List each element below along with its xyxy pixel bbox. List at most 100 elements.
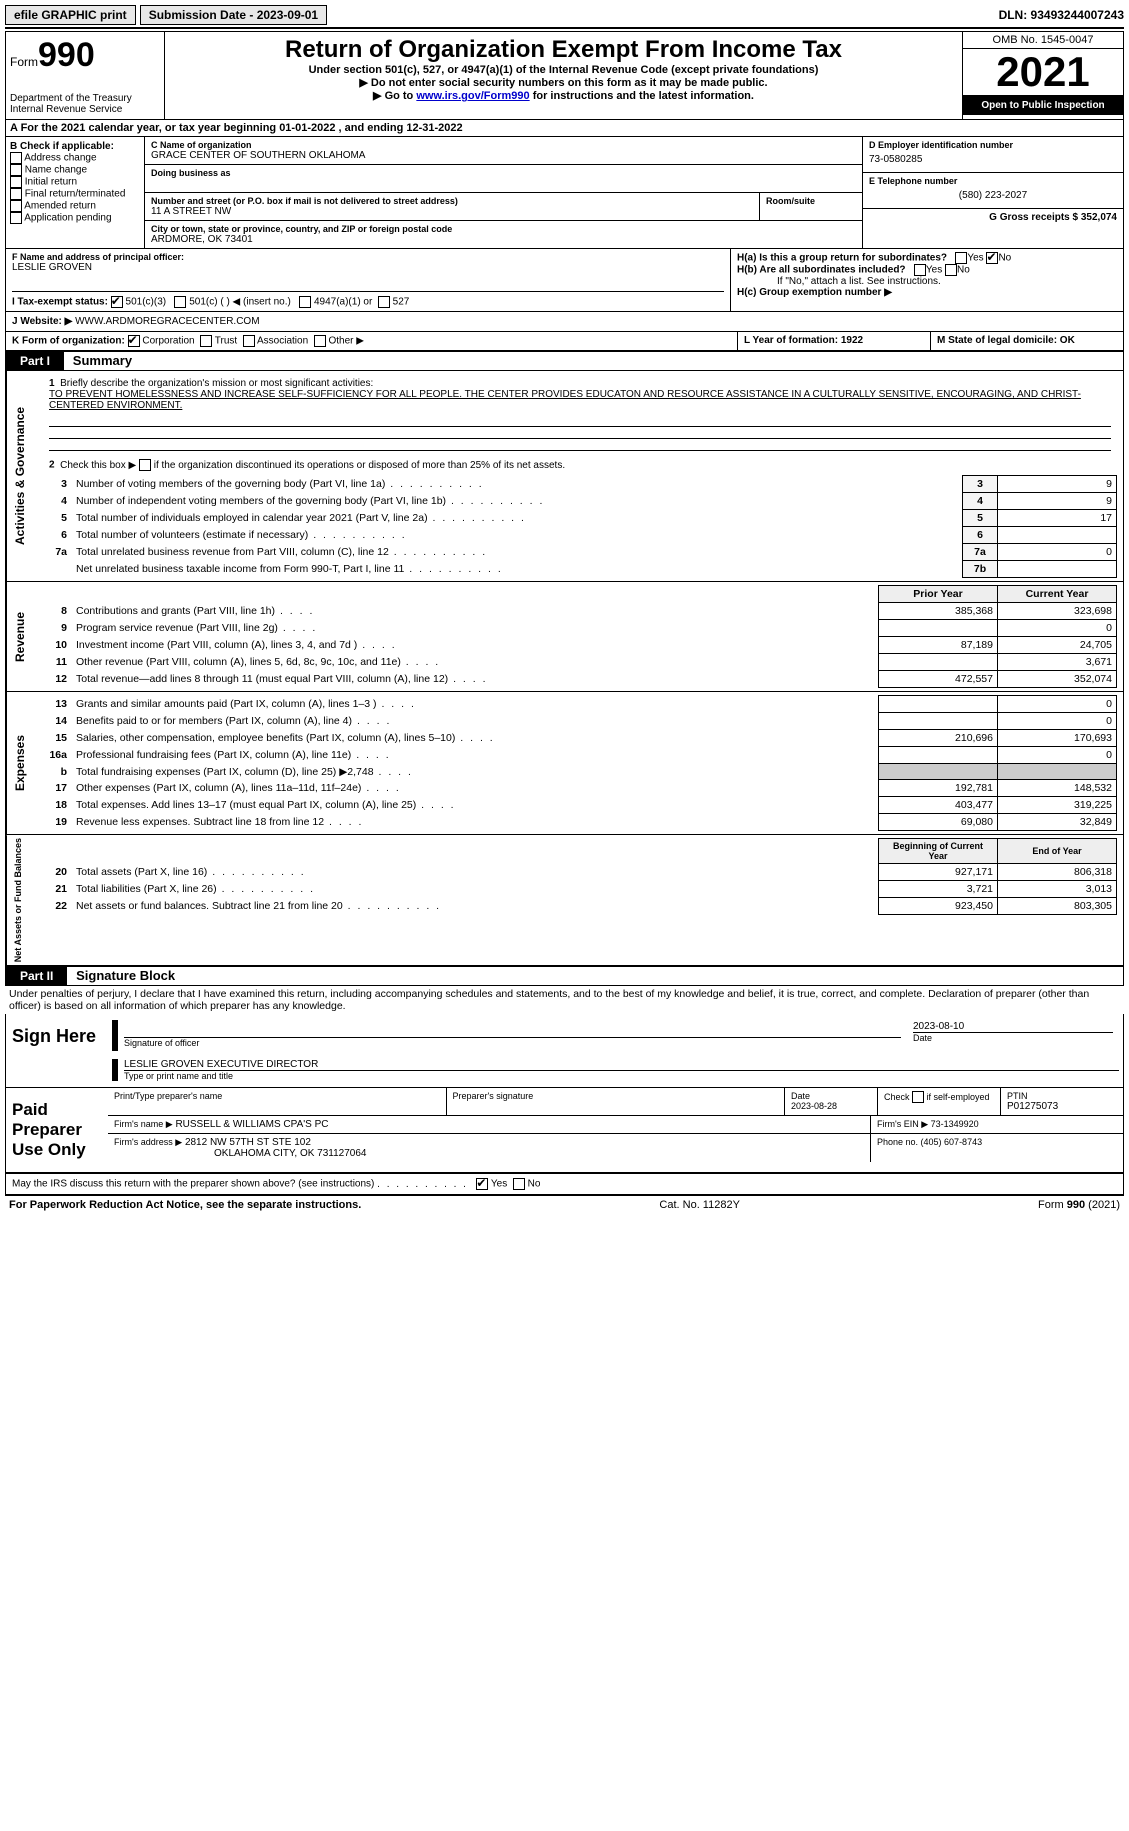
form-number: Form990 [10,36,160,75]
part2-title: Signature Block [76,968,175,983]
side-activities: Activities & Governance [6,371,37,581]
chk-corp[interactable] [128,335,140,347]
website-label: J Website: ▶ [12,316,72,327]
prep-date-label: Date [791,1091,871,1101]
tax-year: 2021 [963,49,1123,95]
prep-name-label: Print/Type preparer's name [114,1091,440,1101]
side-netassets: Net Assets or Fund Balances [6,835,37,965]
firm-phone: Phone no. (405) 607-8743 [877,1137,982,1147]
line2-text: Check this box ▶ if the organization dis… [60,460,565,471]
subtitle-3: ▶ Go to www.irs.gov/Form990 for instruct… [169,89,958,102]
omb-number: OMB No. 1545-0047 [963,32,1123,49]
chk-initial-return[interactable] [10,176,22,188]
org-name: GRACE CENTER OF SOUTHERN OKLAHOMA [151,150,856,161]
part1-body: Activities & Governance 1 Briefly descri… [5,371,1124,582]
cat-no: Cat. No. 11282Y [659,1199,740,1211]
part2-header: Part II [6,967,67,985]
identity-box: B Check if applicable: Address change Na… [5,137,1124,249]
tax-exempt-label: I Tax-exempt status: [12,297,108,308]
mission-label: Briefly describe the organization's miss… [60,378,373,389]
row-f-h: F Name and address of principal officer:… [5,249,1124,312]
top-bar: efile GRAPHIC print Submission Date - 20… [5,5,1124,29]
part1-header: Part I [6,352,64,370]
dba-label: Doing business as [151,168,856,178]
ein-label: D Employer identification number [869,140,1117,150]
irs-label: Internal Revenue Service [10,104,160,115]
chk-hb-yes[interactable] [914,264,926,276]
chk-final-return[interactable] [10,188,22,200]
may-irs-discuss: May the IRS discuss this return with the… [5,1174,1124,1195]
phone-value: (580) 223-2027 [869,186,1117,205]
chk-discuss-no[interactable] [513,1178,525,1190]
city-label: City or town, state or province, country… [151,224,856,234]
addr-label: Number and street (or P.O. box if mail i… [151,196,753,206]
col-b-label: B Check if applicable: [10,141,140,152]
netassets-table: Beginning of Current YearEnd of Year20To… [43,838,1117,915]
hc-label: H(c) Group exemption number ▶ [737,287,1117,298]
chk-501c3[interactable] [111,296,123,308]
org-name-label: C Name of organization [151,140,856,150]
mission-text: TO PREVENT HOMELESSNESS AND INCREASE SEL… [49,389,1081,411]
revenue-table: Prior YearCurrent Year8Contributions and… [43,585,1117,688]
hb-note: If "No," attach a list. See instructions… [737,276,1117,287]
pra-notice: For Paperwork Reduction Act Notice, see … [9,1199,361,1211]
col-b-checkboxes: B Check if applicable: Address change Na… [6,137,145,248]
officer-label: F Name and address of principal officer: [12,252,724,262]
submission-date-button[interactable]: Submission Date - 2023-09-01 [140,5,327,25]
efile-print-button[interactable]: efile GRAPHIC print [5,5,136,25]
chk-501c[interactable] [174,296,186,308]
officer-name: LESLIE GROVEN [12,262,724,273]
prep-date: 2023-08-28 [791,1101,871,1111]
declaration-text: Under penalties of perjury, I declare th… [5,986,1124,1014]
chk-other[interactable] [314,335,326,347]
expenses-section: Expenses 13Grants and similar amounts pa… [5,692,1124,835]
chk-address-change[interactable] [10,152,22,164]
form-title: Return of Organization Exempt From Incom… [169,36,958,64]
ein-value: 73-0580285 [869,150,1117,169]
chk-amended[interactable] [10,200,22,212]
firm-addr: 2812 NW 57TH ST STE 102 [185,1137,311,1148]
ptin-label: PTIN [1007,1091,1117,1101]
revenue-section: Revenue Prior YearCurrent Year8Contribut… [5,582,1124,692]
dln-label: DLN: 93493244007243 [999,8,1124,22]
chk-ha-no[interactable] [986,252,998,264]
chk-self-employed[interactable] [912,1091,924,1103]
chk-527[interactable] [378,296,390,308]
gross-receipts: G Gross receipts $ 352,074 [989,212,1117,223]
irs-link[interactable]: www.irs.gov/Form990 [416,90,529,102]
officer-name-title: LESLIE GROVEN EXECUTIVE DIRECTOR [124,1059,1119,1071]
summary-top-table: 3Number of voting members of the governi… [43,475,1117,578]
website-value: WWW.ARDMOREGRACECENTER.COM [75,316,259,327]
city-state-zip: ARDMORE, OK 73401 [151,234,856,245]
sign-here-label: Sign Here [6,1014,108,1087]
side-revenue: Revenue [6,582,37,691]
name-title-label: Type or print name and title [124,1071,1119,1081]
room-label: Room/suite [766,196,856,206]
footer: For Paperwork Reduction Act Notice, see … [5,1195,1124,1214]
chk-assoc[interactable] [243,335,255,347]
state-domicile: M State of legal domicile: OK [937,335,1075,346]
subtitle-2: ▶ Do not enter social security numbers o… [169,76,958,89]
chk-ha-yes[interactable] [955,252,967,264]
chk-discuss-yes[interactable] [476,1178,488,1190]
street-address: 11 A STREET NW [151,206,753,217]
firm-name-label: Firm's name ▶ [114,1119,173,1129]
form-ref: Form 990 (2021) [1038,1199,1120,1211]
firm-city: OKLAHOMA CITY, OK 731127064 [114,1148,367,1159]
chk-hb-no[interactable] [945,264,957,276]
chk-discontinued[interactable] [139,459,151,471]
signature-block: Sign Here Signature of officer 2023-08-1… [5,1014,1124,1174]
subtitle-1: Under section 501(c), 527, or 4947(a)(1)… [169,64,958,76]
chk-name-change[interactable] [10,164,22,176]
phone-label: E Telephone number [869,176,1117,186]
ha-label: H(a) Is this a group return for subordin… [737,253,947,264]
open-to-public: Open to Public Inspection [963,95,1123,115]
date-label: Date [913,1033,1113,1043]
firm-addr-label: Firm's address ▶ [114,1137,182,1147]
chk-app-pending[interactable] [10,212,22,224]
chk-4947[interactable] [299,296,311,308]
expenses-table: 13Grants and similar amounts paid (Part … [43,695,1117,831]
chk-trust[interactable] [200,335,212,347]
self-employed-check: Check if self-employed [884,1092,990,1102]
sig-officer-label: Signature of officer [124,1038,901,1048]
